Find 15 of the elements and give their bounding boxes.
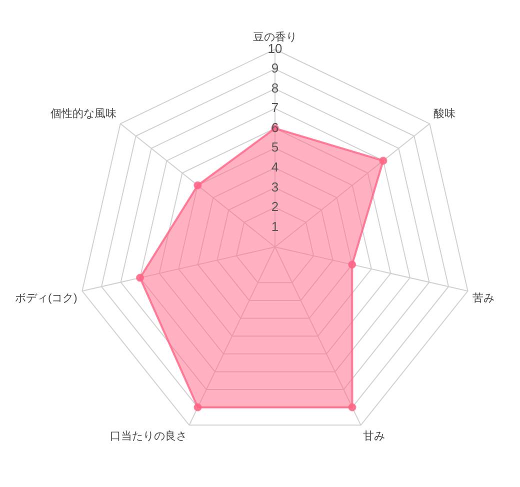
y-tick-label: 5: [271, 140, 279, 155]
spoke-label: ボディ(コク): [15, 292, 78, 305]
y-tick-label: 9: [271, 60, 279, 76]
y-tick-label: 4: [271, 159, 279, 174]
y-tick-label: 2: [271, 199, 279, 214]
y-tick-label: 7: [271, 100, 279, 116]
spoke-label: 口当たりの良さ: [110, 429, 188, 442]
y-tick-label: 8: [271, 80, 279, 96]
y-tick-label: 3: [271, 179, 279, 194]
y-tick-label: 6: [271, 120, 279, 135]
spoke-label: 苦み: [472, 292, 495, 305]
spoke-label: 個性的な風味: [50, 107, 116, 120]
spoke-label: 甘み: [362, 429, 385, 442]
y-tick-label: 1: [271, 218, 279, 234]
spoke-label: 酸味: [434, 107, 456, 120]
